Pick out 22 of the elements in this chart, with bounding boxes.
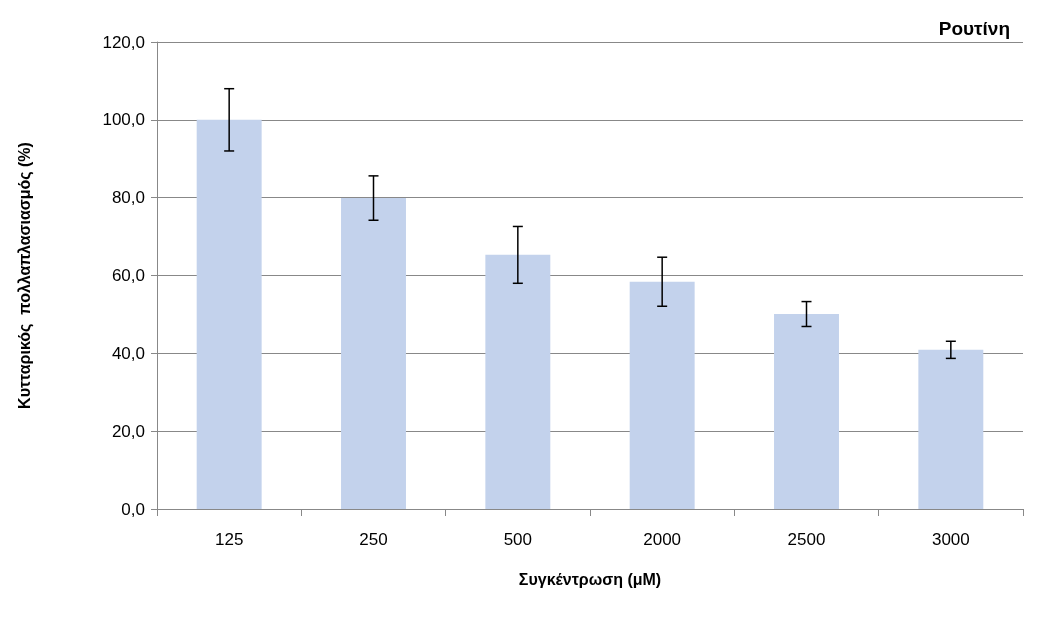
x-tick-label: 500	[503, 530, 533, 549]
bar	[629, 281, 695, 509]
bar	[485, 254, 551, 509]
bar	[918, 349, 984, 509]
bar	[341, 198, 406, 509]
y-tick-label: 40,0	[111, 343, 145, 363]
y-tick-label: 100,0	[102, 110, 145, 130]
chart-title: Ρουτίνη	[938, 18, 1011, 39]
x-axis-title: Συγκέντρωση (μM)	[518, 570, 662, 588]
x-tick-label: 3000	[931, 530, 970, 549]
y-tick-label: 0,0	[121, 499, 145, 519]
bar	[196, 119, 262, 509]
x-tick-label: 125	[214, 530, 244, 549]
y-axis-title: Κυτταρικός πολλαπλασιασμός (%)	[15, 142, 34, 409]
x-tick-label: 2000	[643, 530, 682, 549]
y-tick-label: 20,0	[111, 421, 145, 441]
x-tick-label: 250	[359, 530, 388, 549]
x-tick-label: 2500	[787, 530, 826, 549]
y-tick-label: 60,0	[111, 266, 145, 285]
y-tick-label: 120,0	[102, 32, 145, 52]
bar	[774, 314, 839, 509]
y-tick-label: 80,0	[111, 188, 145, 208]
